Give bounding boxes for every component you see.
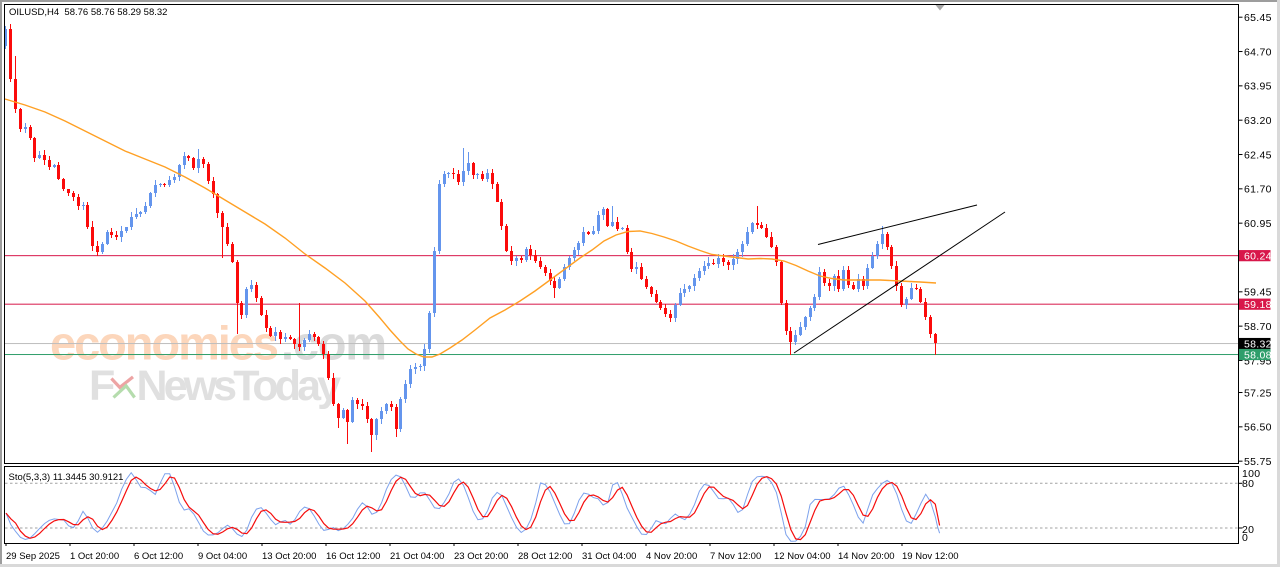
svg-text:16 Oct 12:00: 16 Oct 12:00 [326, 551, 380, 562]
svg-text:56.50: 56.50 [1244, 422, 1272, 434]
svg-text:NewsToday: NewsToday [137, 362, 342, 410]
svg-text:1 Oct 20:00: 1 Oct 20:00 [70, 551, 119, 562]
svg-text:20: 20 [1242, 524, 1254, 536]
svg-text:63.20: 63.20 [1244, 115, 1272, 127]
svg-text:0: 0 [1242, 532, 1248, 544]
svg-text:62.45: 62.45 [1244, 149, 1272, 161]
svg-text:9 Oct 04:00: 9 Oct 04:00 [198, 551, 247, 562]
svg-text:80: 80 [1242, 478, 1254, 490]
svg-text:55.75: 55.75 [1244, 456, 1272, 468]
svg-text:Sto(5,3,3) 11.3445 30.9121: Sto(5,3,3) 11.3445 30.9121 [9, 472, 124, 483]
svg-text:19 Nov 12:00: 19 Nov 12:00 [902, 551, 959, 562]
svg-text:14 Nov 20:00: 14 Nov 20:00 [838, 551, 895, 562]
svg-text:65.45: 65.45 [1244, 12, 1272, 24]
svg-text:58.08: 58.08 [1244, 349, 1272, 361]
svg-text:economies: economies [50, 317, 279, 370]
svg-text:28 Oct 12:00: 28 Oct 12:00 [518, 551, 572, 562]
svg-text:64.70: 64.70 [1244, 46, 1272, 58]
svg-text:58.32: 58.32 [1244, 338, 1272, 350]
svg-text:63.95: 63.95 [1244, 81, 1272, 93]
svg-text:23 Oct 20:00: 23 Oct 20:00 [454, 551, 508, 562]
svg-text:4 Nov 20:00: 4 Nov 20:00 [646, 551, 697, 562]
svg-text:59.45: 59.45 [1244, 287, 1272, 299]
svg-text:OILUSD,H4 58.76 58.76 58.29 5: OILUSD,H4 58.76 58.76 58.29 58.32 [9, 7, 167, 18]
svg-text:31 Oct 04:00: 31 Oct 04:00 [582, 551, 636, 562]
svg-text:100: 100 [1242, 468, 1260, 480]
svg-text:60.95: 60.95 [1244, 218, 1272, 230]
svg-text:13 Oct 20:00: 13 Oct 20:00 [262, 551, 316, 562]
svg-text:61.70: 61.70 [1244, 184, 1272, 196]
svg-text:6 Oct 12:00: 6 Oct 12:00 [134, 551, 183, 562]
svg-text:.com: .com [281, 317, 387, 370]
svg-text:7 Nov 12:00: 7 Nov 12:00 [710, 551, 761, 562]
svg-text:58.70: 58.70 [1244, 321, 1272, 333]
svg-text:57.25: 57.25 [1244, 387, 1272, 399]
svg-text:59.18: 59.18 [1244, 299, 1272, 311]
svg-text:29 Sep 2025: 29 Sep 2025 [6, 551, 60, 562]
svg-text:60.24: 60.24 [1244, 250, 1272, 262]
svg-text:12 Nov 04:00: 12 Nov 04:00 [774, 551, 831, 562]
svg-text:21 Oct 04:00: 21 Oct 04:00 [390, 551, 444, 562]
svg-text:F: F [89, 362, 115, 410]
